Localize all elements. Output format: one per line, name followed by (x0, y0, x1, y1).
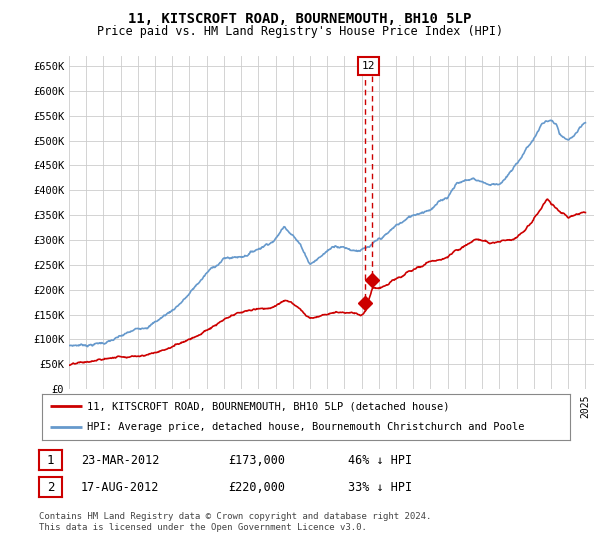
Text: 2: 2 (47, 480, 54, 494)
Text: 23-MAR-2012: 23-MAR-2012 (81, 454, 160, 467)
Text: £173,000: £173,000 (228, 454, 285, 467)
Text: 11, KITSCROFT ROAD, BOURNEMOUTH, BH10 5LP (detached house): 11, KITSCROFT ROAD, BOURNEMOUTH, BH10 5L… (87, 401, 449, 411)
Text: 46% ↓ HPI: 46% ↓ HPI (348, 454, 412, 467)
Text: 11, KITSCROFT ROAD, BOURNEMOUTH, BH10 5LP: 11, KITSCROFT ROAD, BOURNEMOUTH, BH10 5L… (128, 12, 472, 26)
Text: 1: 1 (47, 454, 54, 467)
Text: 17-AUG-2012: 17-AUG-2012 (81, 480, 160, 494)
Text: 12: 12 (362, 61, 375, 71)
Text: Contains HM Land Registry data © Crown copyright and database right 2024.
This d: Contains HM Land Registry data © Crown c… (39, 512, 431, 532)
Text: £220,000: £220,000 (228, 480, 285, 494)
Text: 33% ↓ HPI: 33% ↓ HPI (348, 480, 412, 494)
Text: HPI: Average price, detached house, Bournemouth Christchurch and Poole: HPI: Average price, detached house, Bour… (87, 422, 524, 432)
Text: Price paid vs. HM Land Registry's House Price Index (HPI): Price paid vs. HM Land Registry's House … (97, 25, 503, 38)
